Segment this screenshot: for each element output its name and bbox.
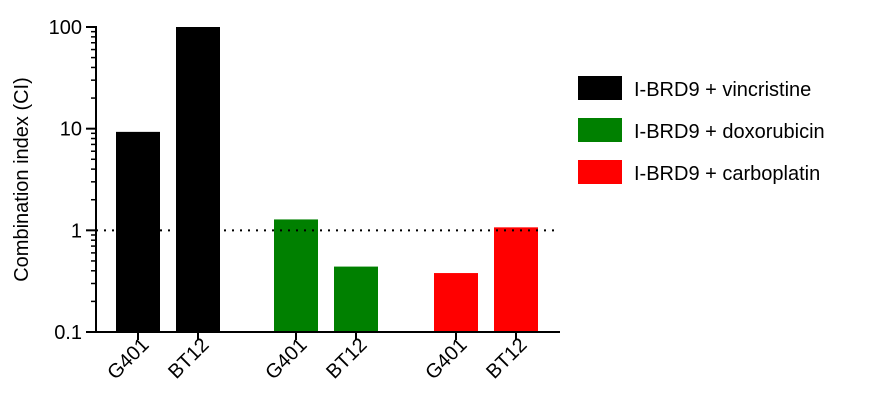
- bar-3-g401: [434, 273, 478, 332]
- bar-1-bt12: [176, 27, 220, 332]
- legend-label: I-BRD9 + carboplatin: [634, 163, 820, 185]
- bar-2-g401: [274, 219, 318, 332]
- x-tick-label: G401: [103, 334, 153, 384]
- y-tick-label: 100: [49, 17, 82, 39]
- bar-1-g401: [116, 131, 160, 332]
- x-tick-label: BT12: [164, 334, 213, 383]
- legend-swatch: [578, 160, 622, 184]
- legend-swatch: [578, 118, 622, 142]
- x-tick-label: G401: [421, 334, 471, 384]
- bar-2-bt12: [334, 266, 378, 332]
- y-tick-label: 10: [60, 119, 82, 141]
- legend-swatch: [578, 76, 622, 100]
- y-tick-label: 1: [71, 220, 82, 242]
- legend-label: I-BRD9 + doxorubicin: [634, 121, 825, 143]
- x-tick-label: G401: [261, 334, 311, 384]
- x-tick-label: BT12: [482, 334, 531, 383]
- legend: I-BRD9 + vincristine I-BRD9 + doxorubicin…: [578, 76, 825, 185]
- bar-3-bt12: [494, 227, 538, 332]
- x-tick-label: BT12: [322, 334, 371, 383]
- y-axis-title: Combination index (CI): [11, 77, 33, 282]
- y-tick-label: 0.1: [54, 322, 82, 344]
- legend-label: I-BRD9 + vincristine: [634, 79, 811, 101]
